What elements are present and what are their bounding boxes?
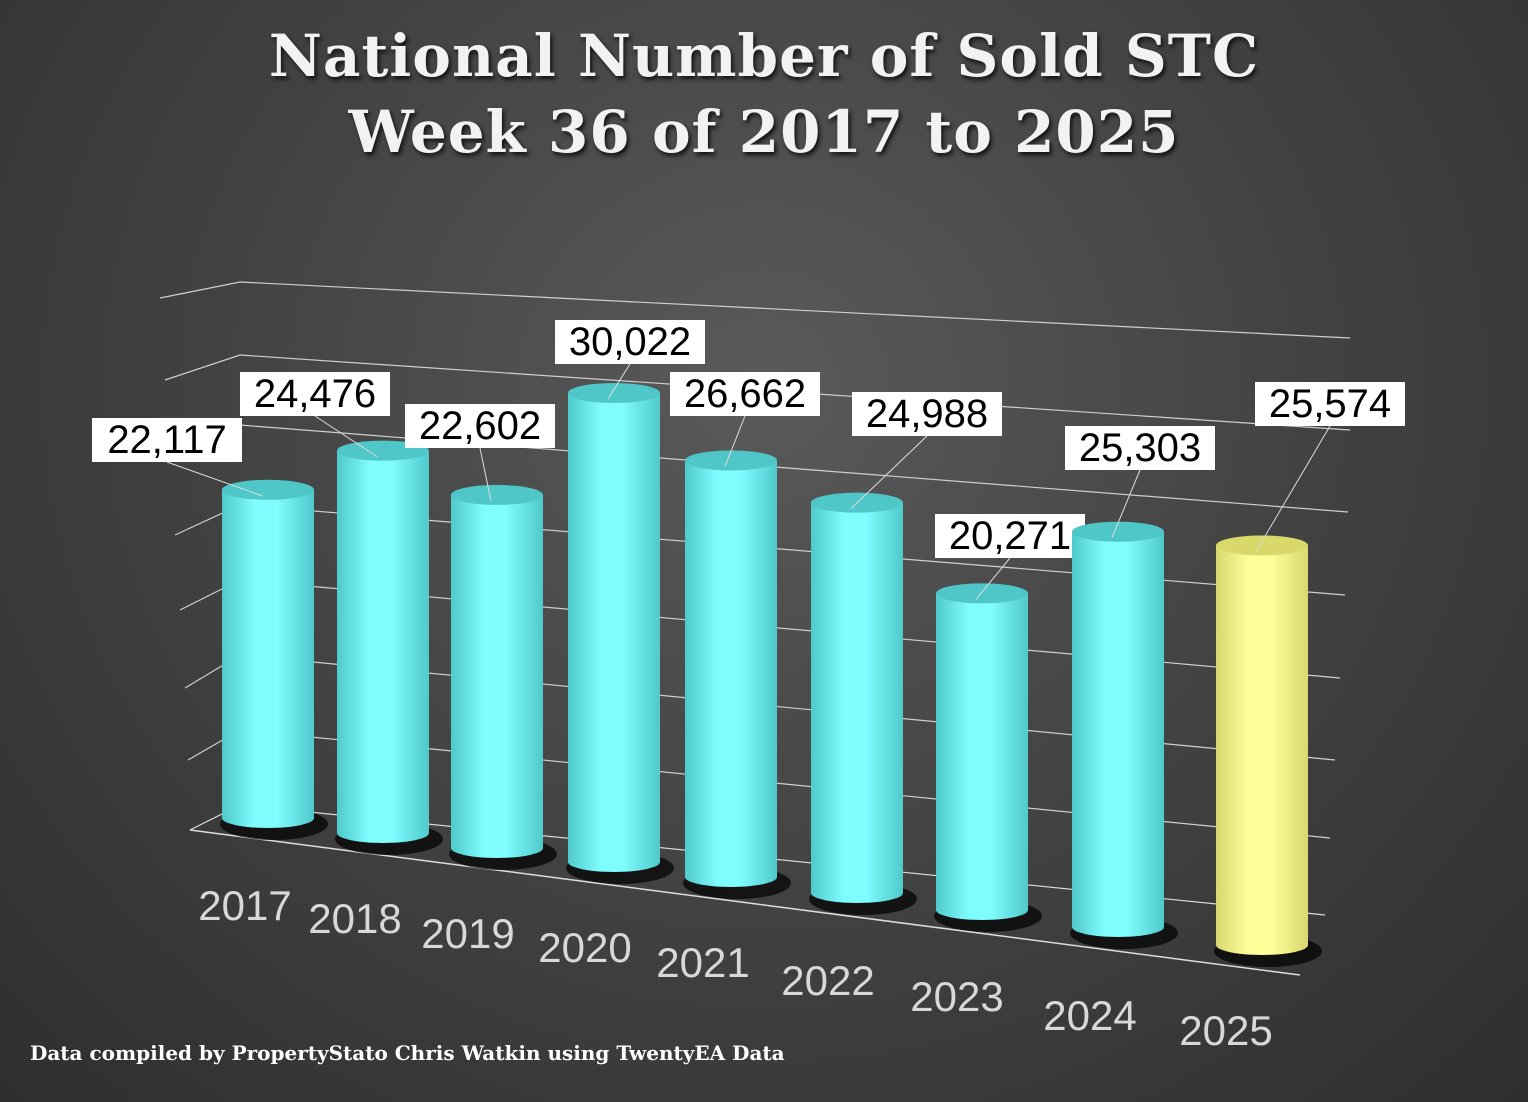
bar-2019 [451, 494, 543, 858]
data-label: 26,662 [684, 372, 806, 416]
data-label-box [1065, 426, 1215, 470]
data-label: 22,117 [107, 418, 226, 462]
bar-top [1072, 521, 1164, 542]
chart-title: National Number of Sold STC [268, 22, 1260, 90]
leader-line [166, 461, 263, 497]
bar-top [1216, 535, 1308, 556]
x-tick-label: 2022 [781, 957, 874, 1004]
x-tick-label: 2019 [421, 910, 514, 957]
bar-2024 [1072, 531, 1164, 937]
bar-2025 [1216, 545, 1308, 955]
bar-2017 [222, 489, 314, 828]
gridline [159, 281, 1351, 339]
leader-line [1255, 425, 1331, 552]
data-label-box [852, 392, 1002, 436]
x-tick-label: 2020 [538, 924, 631, 971]
data-label-box [92, 418, 242, 462]
data-label: 25,303 [1079, 426, 1201, 470]
leader-line [479, 447, 492, 502]
data-label: 22,602 [419, 404, 541, 448]
data-label: 25,574 [1269, 382, 1391, 426]
data-label: 24,476 [254, 372, 376, 416]
leader-line [1111, 469, 1141, 538]
x-tick-label: 2021 [656, 939, 749, 986]
bar-2018 [337, 450, 429, 843]
bar-2023 [936, 593, 1028, 920]
bar-top [451, 484, 543, 505]
x-tick-label: 2025 [1179, 1007, 1272, 1054]
x-tick-label: 2017 [198, 882, 291, 929]
bar-2021 [685, 460, 777, 887]
leader-line [975, 557, 1011, 600]
bar-2022 [811, 502, 903, 903]
leader-line [724, 415, 746, 467]
footer-credit: Data compiled by PropertyStato Chris Wat… [30, 1041, 785, 1065]
x-tick-label: 2024 [1043, 992, 1136, 1039]
chart-subtitle: Week 36 of 2017 to 2025 [348, 98, 1180, 166]
bar-top [222, 479, 314, 500]
bar-top [685, 450, 777, 471]
data-label-box [240, 372, 390, 416]
bar-top [936, 583, 1028, 604]
data-label: 30,022 [569, 320, 691, 364]
bar-top [568, 383, 660, 403]
bar-2020 [568, 393, 660, 872]
data-label-box [670, 372, 820, 416]
leader-line [850, 435, 928, 510]
x-tick-label: 2018 [308, 895, 401, 942]
data-label-box [935, 514, 1085, 558]
data-label: 20,271 [949, 514, 1071, 558]
leader-line [314, 415, 378, 458]
x-tick-label: 2023 [910, 973, 1003, 1020]
data-label-box [405, 404, 555, 448]
data-label-box [555, 320, 705, 364]
data-label-box [1255, 382, 1405, 426]
leader-line [607, 363, 631, 400]
data-label: 24,988 [866, 392, 988, 436]
